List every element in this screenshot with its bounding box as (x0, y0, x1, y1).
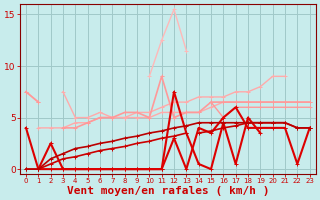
X-axis label: Vent moyen/en rafales ( km/h ): Vent moyen/en rafales ( km/h ) (67, 186, 269, 196)
